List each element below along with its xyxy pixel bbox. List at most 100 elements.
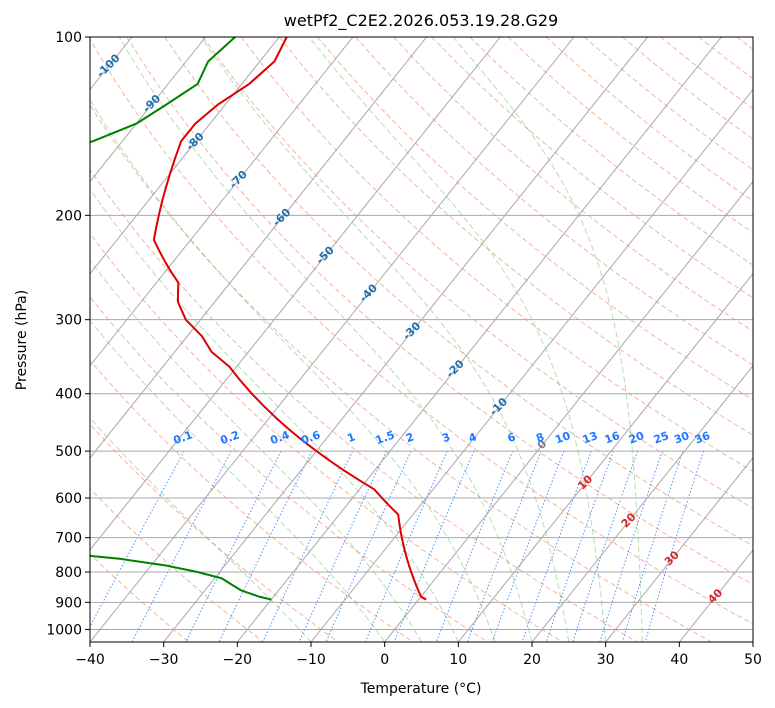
y-tick-label: 1000 — [46, 622, 82, 638]
mixing-ratio-label: 10 — [553, 429, 572, 447]
dry-adiabat — [431, 37, 753, 299]
x-tick-label: −40 — [75, 652, 105, 668]
y-tick-label: 500 — [55, 444, 82, 460]
y-tick-label: 300 — [55, 313, 82, 329]
isotherm-line — [678, 549, 753, 642]
mixing-ratio-label: 0.2 — [219, 428, 242, 447]
dry-adiabat — [317, 37, 753, 401]
x-tick-label: 0 — [380, 652, 389, 668]
isotherm-line — [90, 37, 501, 551]
isotherm-line — [457, 272, 753, 642]
moist-adiabat — [90, 188, 459, 642]
dry-adiabat-label: 30 — [662, 548, 682, 568]
grid-lines — [90, 37, 753, 642]
x-tick-label: 30 — [597, 652, 615, 668]
mixing-ratio-line — [90, 450, 185, 628]
dry-adiabat — [90, 232, 563, 642]
x-tick-label: 10 — [449, 652, 467, 668]
isotherm-line — [90, 37, 575, 642]
background-lines — [90, 37, 753, 642]
x-tick-label: 20 — [523, 652, 541, 668]
dry-adiabat — [90, 488, 264, 642]
dry-adiabat — [90, 423, 339, 642]
mixing-ratio-label: 0.1 — [172, 428, 195, 447]
mixing-ratio-line — [298, 450, 387, 642]
mixing-ratio-line — [521, 450, 592, 642]
moist-adiabat — [90, 259, 422, 642]
mixing-ratio-label: 30 — [672, 429, 691, 447]
isotherm-line — [310, 88, 753, 642]
x-axis-title: Temperature (°C) — [360, 681, 482, 697]
mixing-ratio-label: 0.4 — [269, 428, 292, 447]
dry-adiabat — [355, 37, 753, 366]
dry-adiabat — [736, 37, 753, 50]
temperature-profile — [152, 37, 427, 601]
dry-adiabat-label: -60 — [270, 205, 293, 228]
dry-adiabat — [90, 168, 638, 642]
dry-adiabat — [90, 38, 753, 625]
y-axis: 100 200 300 400 500 600 700 800 900 1000 — [46, 30, 90, 638]
mixing-ratio-line — [467, 450, 542, 642]
mixing-ratio-line — [572, 450, 639, 642]
mixing-ratio-line — [491, 450, 565, 642]
dry-adiabat — [469, 37, 753, 266]
dry-adiabat — [202, 37, 753, 509]
mixing-ratio-label: 1.5 — [374, 428, 397, 447]
mixing-ratio-label: 6 — [506, 430, 518, 445]
dry-adiabat-label: -70 — [227, 168, 250, 191]
isotherm-line — [605, 457, 753, 642]
dry-adiabat-label: -100 — [94, 51, 123, 80]
mixing-ratio-line — [325, 450, 412, 642]
plot-frame — [89, 36, 754, 643]
mixing-ratio-label: 1 — [345, 430, 357, 445]
dry-adiabat-label: 10 — [575, 472, 595, 492]
moist-adiabat — [308, 37, 607, 642]
dry-adiabat — [90, 296, 488, 642]
dry-adiabat-label: -30 — [400, 319, 423, 342]
isotherm-line — [384, 180, 753, 642]
x-tick-label: −10 — [296, 652, 326, 668]
x-tick-label: 40 — [670, 652, 688, 668]
y-tick-label: 200 — [55, 208, 82, 224]
x-tick-label: −30 — [149, 652, 179, 668]
mixing-ratio-label: 16 — [603, 429, 622, 447]
dry-adiabat-label: -20 — [444, 357, 467, 380]
y-tick-label: 600 — [55, 491, 82, 507]
mixing-ratio-label: 20 — [627, 429, 646, 447]
mixing-ratio-label: 8 — [534, 430, 546, 445]
dry-adiabat — [545, 37, 753, 202]
isotherm-line — [752, 641, 753, 642]
dry-adiabat-label: -10 — [487, 395, 510, 418]
y-tick-label: 900 — [55, 595, 82, 611]
y-tick-label: 800 — [55, 565, 82, 581]
mixing-ratio-line — [393, 450, 475, 642]
mixing-ratio-label: 13 — [581, 429, 600, 446]
x-tick-label: −20 — [223, 652, 253, 668]
mixing-ratio-line — [545, 450, 614, 642]
mixing-ratio-line — [262, 450, 353, 642]
mixing-ratio-label: 2 — [404, 430, 416, 445]
mixing-ratio-line — [599, 450, 663, 642]
dry-adiabat — [393, 37, 753, 332]
chart-title: wetPf2_C2E2.2026.053.19.28.G29 — [284, 11, 558, 31]
moist-adiabat — [90, 98, 496, 642]
y-tick-label: 700 — [55, 531, 82, 547]
x-tick-label: 50 — [744, 652, 762, 668]
moist-adiabat — [452, 37, 643, 642]
moist-adiabat — [90, 319, 386, 642]
mixing-ratio-line — [131, 450, 232, 642]
mixing-ratio-line — [621, 450, 684, 642]
x-axis: −40 −30 −20 −10 0 10 20 30 40 50 — [75, 642, 762, 668]
isotherm-line — [236, 37, 722, 642]
mixing-ratio-label: 36 — [693, 429, 712, 447]
dry-adiabat-label: -50 — [314, 243, 337, 266]
mixing-ratio-line — [644, 450, 705, 642]
mixing-ratio-label: 25 — [652, 429, 671, 446]
mixing-ratio-label: 4 — [467, 430, 479, 445]
y-axis-title: Pressure (hPa) — [14, 290, 30, 390]
contour-labels: -100-90-80-70-60-50-40-30-20-10010203040… — [94, 51, 726, 606]
dry-adiabat-label: -40 — [357, 281, 380, 304]
isotherm-line — [90, 37, 280, 275]
moist-adiabat — [90, 417, 312, 642]
dry-adiabat — [507, 37, 753, 234]
